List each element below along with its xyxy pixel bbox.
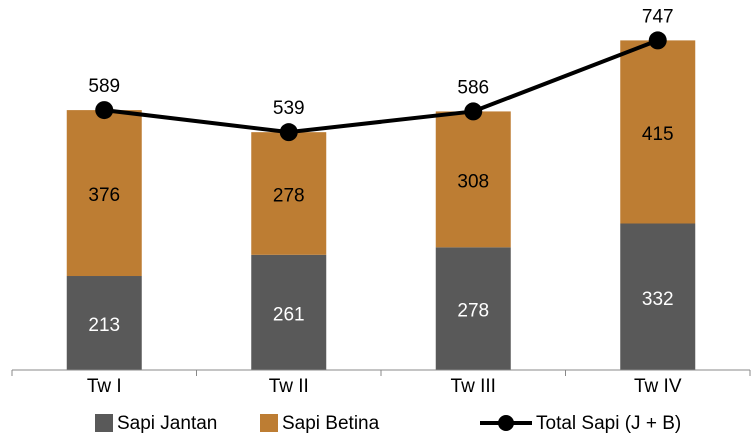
- line-marker: [95, 101, 114, 120]
- bar-segment: [251, 132, 327, 255]
- data-label: 539: [273, 98, 305, 119]
- legend-swatch: [260, 414, 278, 432]
- x-tick-label: Tw II: [269, 376, 309, 397]
- bar-segment: [620, 40, 696, 224]
- data-label: 415: [642, 124, 674, 145]
- data-label: 278: [457, 301, 489, 322]
- line-marker: [464, 102, 483, 121]
- bar-segment: [251, 254, 327, 370]
- data-label: 586: [457, 77, 489, 98]
- legend-label: Sapi Jantan: [117, 413, 217, 434]
- bar-segment: [435, 111, 511, 248]
- data-label: 332: [642, 289, 674, 310]
- data-label: 261: [273, 304, 305, 325]
- legend-marker: [498, 415, 514, 431]
- legend-swatch: [95, 414, 113, 432]
- x-tick-label: Tw I: [87, 376, 122, 397]
- line-marker: [648, 31, 667, 50]
- legend-label: Sapi Betina: [282, 413, 380, 434]
- data-label: 278: [273, 186, 305, 207]
- legend-label: Total Sapi (J + B): [536, 413, 681, 434]
- data-label: 589: [88, 76, 120, 97]
- x-tick-label: Tw IV: [634, 376, 682, 397]
- line: [104, 38, 659, 135]
- bar-segment: [66, 110, 142, 277]
- data-label: 376: [88, 185, 120, 206]
- bar-segment: [620, 223, 696, 370]
- x-tick-label: Tw III: [451, 376, 496, 397]
- line-marker: [279, 123, 298, 142]
- bar-segment: [435, 247, 511, 370]
- bar-segment: [66, 276, 142, 370]
- data-label: 213: [88, 315, 120, 336]
- data-label: 308: [457, 171, 489, 192]
- data-label: 747: [642, 6, 674, 27]
